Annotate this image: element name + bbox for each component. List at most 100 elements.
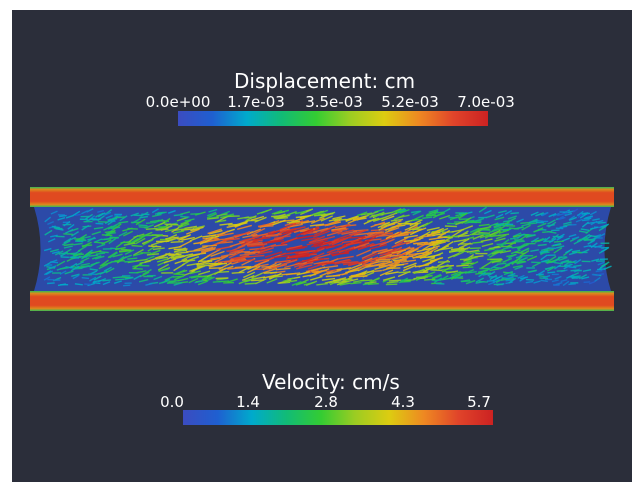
velocity-arrow <box>183 270 196 277</box>
displacement-tick-label: 0.0e+00 <box>145 93 211 111</box>
velocity-arrow <box>112 253 123 258</box>
velocity-arrow <box>120 248 132 251</box>
velocity-arrow <box>180 228 194 231</box>
velocity-arrow <box>412 227 427 234</box>
velocity-arrow <box>223 213 235 218</box>
velocity-arrow <box>413 241 428 245</box>
velocity-arrow <box>341 230 358 235</box>
velocity-arrow <box>197 236 212 245</box>
velocity-arrow <box>314 241 332 248</box>
velocity-arrow <box>103 225 113 231</box>
velocity-arrow <box>478 280 488 283</box>
velocity-arrow <box>467 271 477 274</box>
velocity-arrow <box>124 260 135 263</box>
velocity-arrow <box>552 242 562 247</box>
velocity-arrow <box>50 248 59 253</box>
velocity-arrow <box>495 234 507 240</box>
velocity-arrow <box>241 274 255 282</box>
velocity-arrow <box>145 227 158 230</box>
velocity-arrow <box>276 232 292 241</box>
velocity-arrow <box>103 266 112 272</box>
velocity-arrow <box>198 270 211 276</box>
velocity-arrow <box>177 277 189 282</box>
velocity-arrow <box>310 210 323 216</box>
velocity-arrow <box>425 213 437 217</box>
velocity-arrow <box>173 213 183 217</box>
velocity-arrow <box>422 266 435 273</box>
velocity-arrow <box>531 237 540 243</box>
displacement-tick-label: 3.5e-03 <box>305 93 363 111</box>
velocity-arrow <box>479 233 490 236</box>
velocity-arrow <box>357 264 372 272</box>
velocity-arrow <box>157 268 169 272</box>
velocity-arrow <box>367 217 380 223</box>
velocity-arrow <box>109 252 118 259</box>
velocity-arrow <box>521 223 531 227</box>
velocity-arrow <box>402 264 417 272</box>
velocity-arrow <box>376 232 394 235</box>
velocity-arrow <box>571 236 580 240</box>
velocity-arrow <box>526 255 538 261</box>
velocity-arrow <box>181 254 193 262</box>
velocity-arrow <box>70 256 80 259</box>
velocity-arrow <box>58 251 68 255</box>
velocity-arrow <box>93 279 102 283</box>
velocity-arrow <box>48 265 57 269</box>
velocity-arrow <box>196 260 210 266</box>
velocity-color-bar <box>183 410 493 425</box>
vessel-scene[interactable] <box>12 10 632 482</box>
velocity-arrow <box>122 230 134 237</box>
velocity-arrow <box>178 240 193 248</box>
velocity-arrow <box>313 230 330 238</box>
velocity-arrow <box>157 258 169 263</box>
velocity-arrow <box>498 210 507 214</box>
velocity-arrow <box>562 280 570 287</box>
velocity-arrow <box>563 221 572 225</box>
velocity-arrow <box>91 255 102 260</box>
velocity-arrow <box>131 217 141 224</box>
velocity-arrow <box>495 277 505 284</box>
velocity-arrow <box>360 212 373 216</box>
velocity-arrow <box>495 213 504 219</box>
velocity-arrow <box>65 266 74 269</box>
velocity-arrow <box>247 244 265 248</box>
velocity-arrow <box>416 243 432 246</box>
velocity-arrow <box>262 262 277 271</box>
velocity-arrow <box>326 230 343 237</box>
velocity-arrow <box>569 276 578 279</box>
velocity-arrow <box>428 209 439 213</box>
velocity-arrow <box>73 242 83 246</box>
velocity-arrow <box>133 248 144 256</box>
velocity-arrow <box>76 239 86 242</box>
velocity-arrow <box>220 252 237 258</box>
velocity-arrow <box>382 265 397 272</box>
velocity-arrow <box>390 252 407 260</box>
velocity-arrow <box>87 237 96 241</box>
velocity-arrow <box>262 267 278 274</box>
velocity-arrow <box>588 281 595 285</box>
velocity-arrow <box>537 269 546 276</box>
velocity-arrow <box>207 211 217 217</box>
velocity-arrow <box>119 215 128 222</box>
velocity-arrow <box>568 215 576 221</box>
velocity-arrow <box>138 278 149 283</box>
velocity-arrow <box>503 270 514 276</box>
velocity-arrow <box>390 208 402 214</box>
velocity-arrow <box>63 233 74 236</box>
velocity-arrow <box>332 215 346 220</box>
velocity-arrow <box>440 247 454 251</box>
velocity-arrow <box>341 239 359 244</box>
velocity-arrow <box>81 250 92 258</box>
velocity-arrow <box>566 274 574 279</box>
velocity-arrow <box>370 221 386 228</box>
velocity-arrow <box>122 254 133 260</box>
velocity-arrow <box>43 247 52 252</box>
velocity-arrow <box>487 270 496 277</box>
velocity-arrow <box>519 250 530 257</box>
velocity-arrow <box>369 241 387 248</box>
velocity-arrow <box>178 233 192 242</box>
velocity-arrow <box>531 261 542 268</box>
velocity-arrow <box>478 271 486 278</box>
velocity-arrow <box>149 249 161 255</box>
render-viewport[interactable]: Displacement: cm 0.0e+00 1.7e-03 3.5e-03… <box>12 10 632 482</box>
